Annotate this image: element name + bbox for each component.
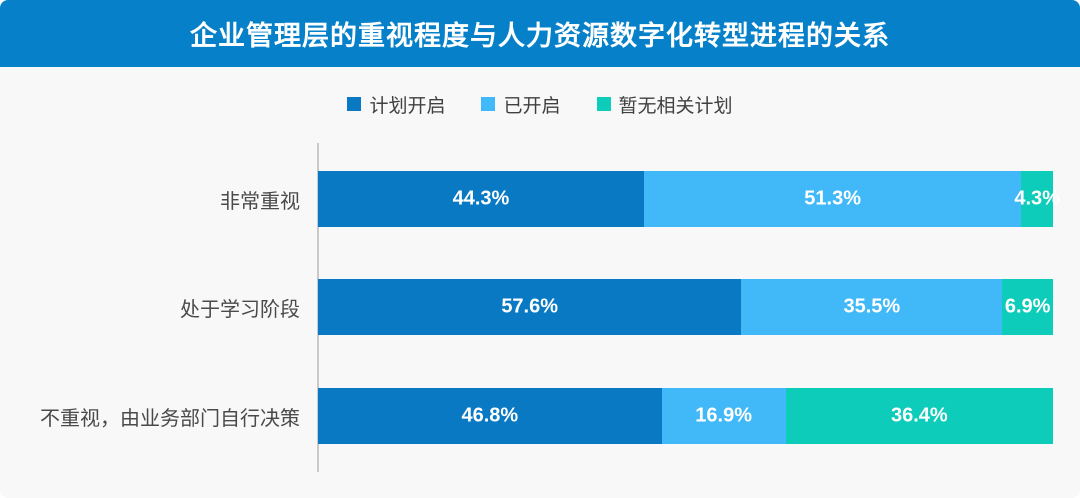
- value-label: 4.3%: [1014, 187, 1060, 210]
- value-label: 36.4%: [890, 404, 948, 427]
- title-banner: 企业管理层的重视程度与人力资源数字化转型进程的关系: [0, 0, 1080, 67]
- legend: 计划开启 已开启 暂无相关计划: [0, 91, 1080, 118]
- legend-item-0: 计划开启: [347, 91, 445, 118]
- category-label: 不重视，由业务部门自行决策: [40, 407, 300, 430]
- legend-swatch-icon: [596, 97, 611, 111]
- legend-label: 已开启: [503, 95, 561, 117]
- value-label: 46.8%: [461, 404, 519, 427]
- legend-swatch-icon: [347, 97, 362, 111]
- value-label: 44.3%: [452, 187, 510, 210]
- value-label: 35.5%: [843, 295, 901, 318]
- bar-row-2: 不重视，由业务部门自行决策 46.8% 16.9% 36.4%: [0, 388, 1053, 444]
- legend-label: 计划开启: [369, 95, 446, 117]
- bar-segment-计划开启: 44.3%: [318, 171, 644, 227]
- legend-item-1: 已开启: [481, 91, 561, 118]
- category-label: 非常重视: [220, 190, 300, 213]
- bar-segment-暂无相关计划: 6.9%: [1002, 279, 1053, 335]
- value-label: 57.6%: [501, 295, 559, 318]
- bar-segment-暂无相关计划: 36.4%: [785, 388, 1053, 444]
- bar-row-0: 非常重视 44.3% 51.3% 4.3%: [0, 171, 1060, 227]
- bar-track: 44.3% 51.3% 4.3%: [318, 171, 1060, 227]
- bar-segment-暂无相关计划: 4.3%: [1014, 171, 1060, 227]
- bar-segment-已开启: 51.3%: [643, 171, 1022, 227]
- legend-swatch-icon: [481, 97, 496, 111]
- value-label: 51.3%: [804, 187, 861, 210]
- legend-label: 暂无相关计划: [618, 95, 733, 117]
- bar-track: 57.6% 35.5% 6.9%: [318, 279, 1053, 335]
- bar-segment-已开启: 35.5%: [741, 279, 1003, 335]
- bar-segment-计划开启: 57.6%: [318, 279, 742, 335]
- bar-row-1: 处于学习阶段 57.6% 35.5% 6.9%: [0, 279, 1053, 335]
- bar-track: 46.8% 16.9% 36.4%: [318, 388, 1053, 444]
- legend-item-2: 暂无相关计划: [596, 91, 733, 118]
- value-label: 16.9%: [695, 404, 753, 427]
- chart-title: 企业管理层的重视程度与人力资源数字化转型进程的关系: [190, 21, 890, 51]
- bar-segment-已开启: 16.9%: [661, 388, 786, 444]
- category-label: 处于学习阶段: [180, 298, 300, 321]
- value-label: 6.9%: [1004, 295, 1051, 318]
- bar-segment-计划开启: 46.8%: [318, 388, 662, 444]
